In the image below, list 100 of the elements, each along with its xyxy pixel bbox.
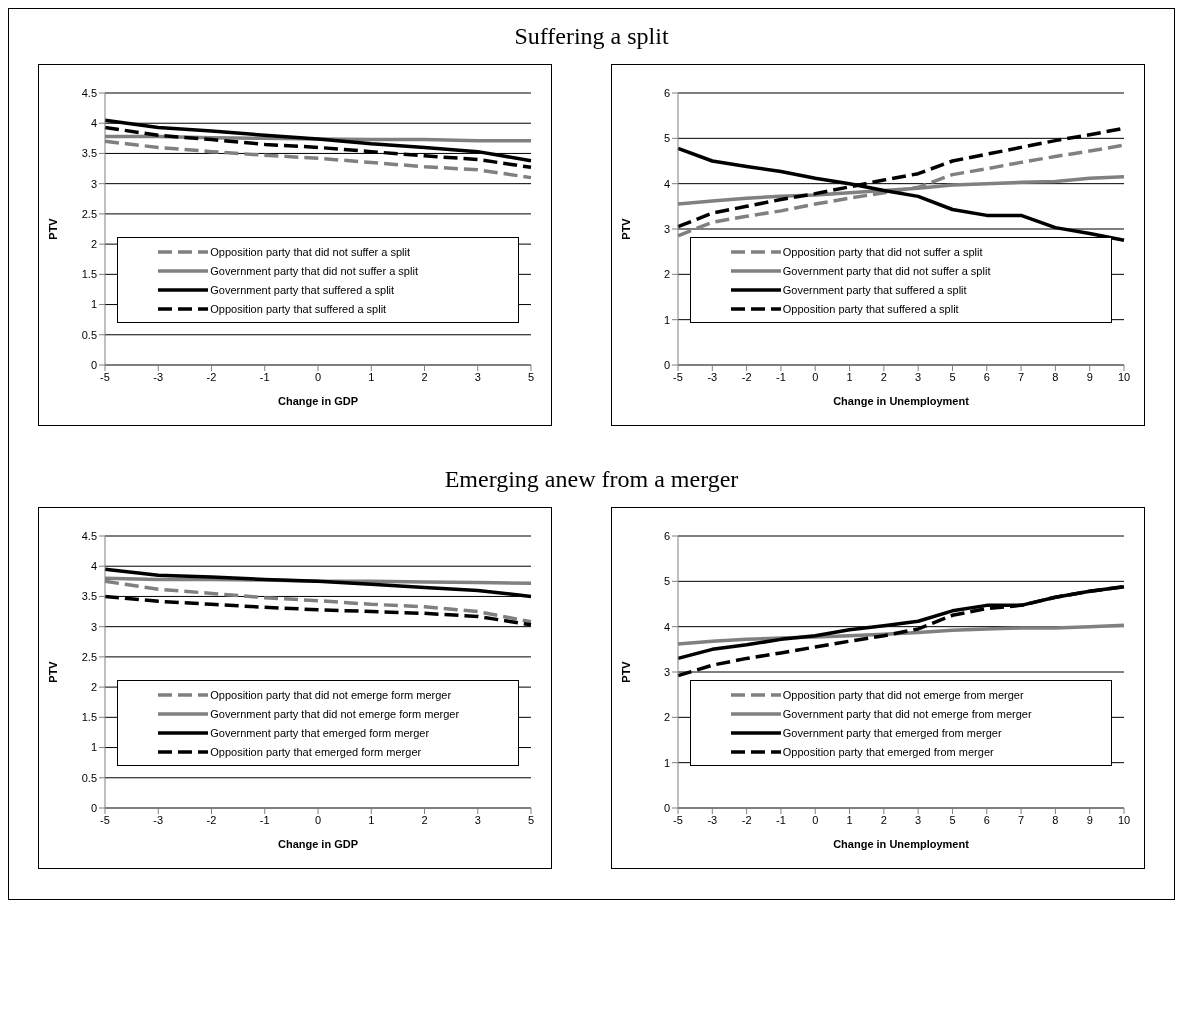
- y-tick-label: 1: [91, 298, 98, 311]
- y-tick-label: 2.5: [81, 207, 98, 220]
- x-tick-label: -5: [672, 370, 683, 383]
- x-tick-label: 0: [811, 370, 819, 383]
- x-tick-label: 2: [421, 370, 428, 383]
- legend-label: Opposition party that emerged form merger: [210, 745, 422, 758]
- y-tick-label: 4: [663, 620, 670, 633]
- x-tick-label: 5: [949, 813, 956, 826]
- y-tick-label: 0.5: [81, 771, 98, 784]
- y-tick-label: 6: [663, 86, 670, 99]
- x-tick-label: 3: [474, 813, 482, 826]
- y-tick-label: 1: [91, 741, 98, 754]
- x-tick-label: 9: [1086, 813, 1093, 826]
- legend-label: Government party that did not suffer a split: [210, 264, 418, 277]
- legend-label: Government party that suffered a split: [210, 283, 395, 296]
- x-tick-label: 5: [528, 813, 535, 826]
- text: Emerging anew from a merger: [443, 466, 740, 493]
- y-axis-title: PTV: [47, 660, 60, 683]
- x-tick-label: -1: [775, 370, 786, 383]
- y-tick-label: 2.5: [81, 650, 98, 663]
- y-tick-label: 5: [663, 575, 670, 588]
- y-tick-label: 4.5: [81, 86, 98, 99]
- x-axis-title: Change in Unemployment: [832, 838, 969, 850]
- y-tick-label: 2: [663, 711, 670, 724]
- x-tick-label: 3: [914, 370, 921, 383]
- x-tick-label: 6: [983, 813, 990, 826]
- legend-label: Opposition party that did not emerge from merger: [782, 688, 1024, 701]
- legend-label: Government party that did not emerge from merger: [782, 707, 1032, 720]
- x-tick-label: 1: [368, 813, 375, 826]
- x-tick-label: -2: [206, 370, 217, 383]
- y-tick-label: 3: [663, 665, 670, 678]
- legend-label: Opposition party that emerged from merger: [782, 745, 994, 758]
- x-tick-label: 2: [880, 370, 887, 383]
- x-tick-label: 7: [1017, 370, 1024, 383]
- x-tick-label: -2: [206, 813, 217, 826]
- x-tick-label: 10: [1117, 813, 1130, 826]
- legend-label: Government party that suffered a split: [782, 283, 967, 296]
- y-tick-label: 1: [663, 313, 670, 326]
- y-axis-title: PTV: [47, 217, 60, 240]
- y-tick-label: 1: [663, 756, 670, 769]
- y-tick-label: 2: [91, 238, 98, 251]
- x-tick-label: -3: [153, 813, 164, 826]
- y-tick-label: 0: [91, 358, 98, 371]
- x-tick-label: 1: [368, 370, 375, 383]
- x-tick-label: 8: [1052, 370, 1059, 383]
- x-tick-label: -2: [741, 370, 752, 383]
- line-series: [103, 118, 533, 163]
- x-tick-label: -3: [153, 370, 164, 383]
- y-tick-label: 4: [91, 117, 98, 130]
- y-tick-label: 2: [663, 268, 670, 281]
- y-tick-label: 4: [663, 177, 670, 190]
- legend-label: Government party that did not suffer a split: [782, 264, 991, 277]
- y-tick-label: 0.5: [81, 328, 98, 341]
- legend-label: Opposition party that did not suffer a split: [782, 245, 983, 258]
- legend-label: Government party that emerged from merger: [782, 726, 1002, 739]
- x-tick-label: -3: [707, 813, 717, 826]
- y-tick-label: 3: [91, 620, 98, 633]
- y-tick-label: 6: [663, 529, 670, 542]
- x-tick-label: 1: [846, 370, 853, 383]
- y-axis-title: PTV: [619, 660, 632, 683]
- legend-label: Government party that emerged form merger: [210, 726, 430, 739]
- x-tick-label: -5: [100, 813, 111, 826]
- x-tick-label: 8: [1052, 813, 1059, 826]
- x-tick-label: 2: [421, 813, 428, 826]
- y-tick-label: 2: [91, 681, 98, 694]
- x-tick-label: -1: [775, 813, 786, 826]
- x-tick-label: 7: [1017, 813, 1024, 826]
- text: Suffering a split: [513, 23, 670, 50]
- y-tick-label: 1.5: [81, 711, 98, 724]
- y-tick-label: 3.5: [81, 590, 98, 603]
- y-tick-label: 0: [663, 801, 670, 814]
- x-tick-label: 5: [949, 370, 956, 383]
- x-tick-label: 3: [474, 370, 482, 383]
- y-axis-title: PTV: [619, 217, 632, 240]
- x-tick-label: 6: [983, 370, 990, 383]
- x-tick-label: -5: [672, 813, 683, 826]
- x-tick-label: 9: [1086, 370, 1093, 383]
- legend-label: Government party that did not emerge form merger: [210, 707, 460, 720]
- y-tick-label: 4.5: [81, 529, 98, 542]
- x-axis-title: Change in GDP: [278, 838, 359, 850]
- x-tick-label: 5: [528, 370, 535, 383]
- x-tick-label: 1: [846, 813, 853, 826]
- y-tick-label: 3.5: [81, 147, 98, 160]
- x-tick-label: -2: [741, 813, 752, 826]
- x-tick-label: 10: [1117, 370, 1130, 383]
- x-tick-label: -1: [260, 813, 270, 826]
- y-tick-label: 0: [663, 358, 670, 371]
- x-tick-label: 0: [811, 813, 819, 826]
- x-tick-label: 2: [880, 813, 887, 826]
- y-tick-label: 3: [663, 222, 670, 235]
- legend-label: Opposition party that suffered a split: [210, 302, 387, 315]
- legend-label: Opposition party that did not suffer a split: [210, 245, 410, 258]
- x-tick-label: 3: [914, 813, 921, 826]
- y-tick-label: 0: [91, 801, 98, 814]
- legend-label: Opposition party that did not emerge form merger: [210, 688, 452, 701]
- x-tick-label: -1: [260, 370, 270, 383]
- y-tick-label: 4: [91, 560, 98, 573]
- legend-label: Opposition party that suffered a split: [782, 302, 959, 315]
- x-axis-title: Change in Unemployment: [832, 395, 969, 407]
- x-tick-label: 0: [315, 370, 322, 383]
